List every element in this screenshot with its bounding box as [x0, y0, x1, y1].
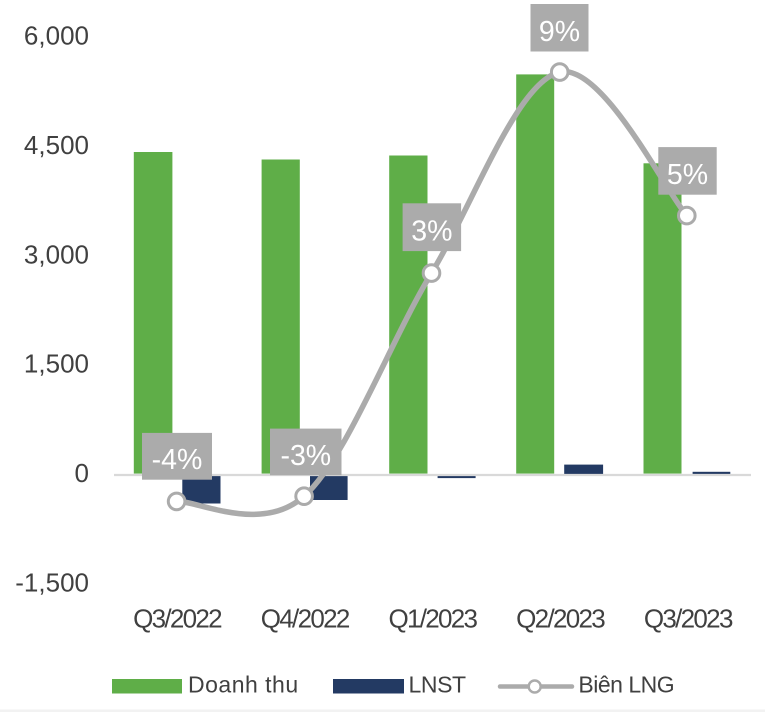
svg-text:0: 0	[75, 458, 89, 488]
svg-text:-4%: -4%	[152, 444, 203, 476]
svg-text:6,000: 6,000	[24, 21, 89, 51]
svg-text:9%: 9%	[539, 16, 580, 48]
svg-text:3%: 3%	[411, 215, 452, 247]
svg-text:1,500: 1,500	[24, 349, 89, 379]
svg-text:4,500: 4,500	[24, 130, 89, 160]
svg-text:Doanh thu: Doanh thu	[188, 671, 299, 697]
svg-text:Q4/2022: Q4/2022	[261, 603, 350, 633]
svg-text:-3%: -3%	[280, 440, 331, 472]
svg-text:Biên LNG: Biên LNG	[578, 671, 674, 697]
svg-text:-1,500: -1,500	[15, 568, 89, 598]
svg-text:Q3/2022: Q3/2022	[133, 603, 222, 633]
svg-text:Q2/2023: Q2/2023	[516, 603, 605, 633]
svg-text:Q1/2023: Q1/2023	[388, 603, 477, 633]
svg-text:LNST: LNST	[409, 671, 467, 697]
svg-text:3,000: 3,000	[24, 239, 89, 269]
svg-text:Q3/2023: Q3/2023	[644, 603, 733, 633]
svg-text:5%: 5%	[667, 159, 708, 191]
